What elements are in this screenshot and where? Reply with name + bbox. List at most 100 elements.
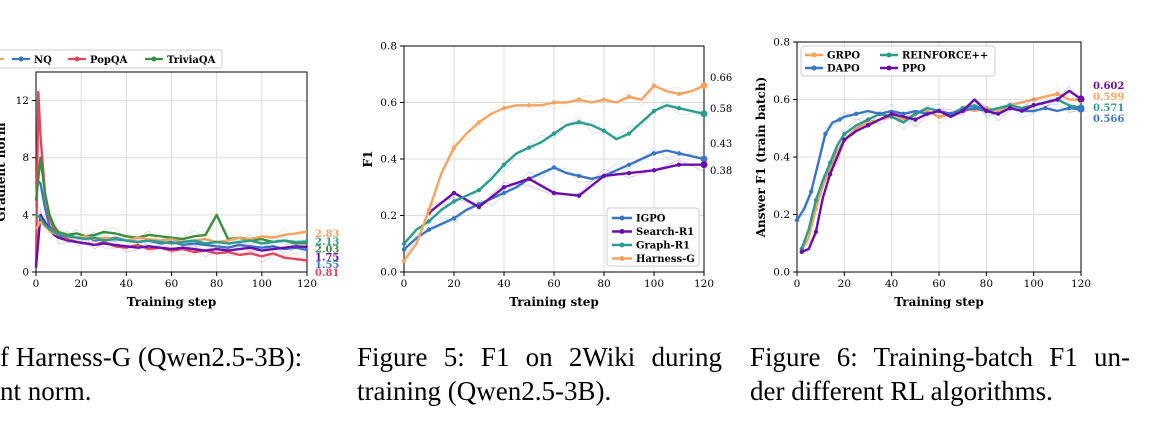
data-point-harness-g	[401, 258, 407, 263]
x-tick-label: 20	[74, 278, 87, 290]
caption-figure-6: Figure 6: Training-batch F1 un- der diff…	[750, 340, 1130, 408]
data-point-graph-r1	[551, 131, 557, 136]
data-point-dapo	[837, 117, 842, 122]
data-point-ppo	[865, 123, 871, 128]
chart-panel-3: 0 20 40 60 80 100 120 0.0 0.2 0.4 0.6 0.8 Training s…	[754, 37, 1124, 310]
caption-figure-5-line-2: training (Qwen2.5-3B).	[357, 376, 612, 406]
series-line-teal	[35, 213, 308, 245]
end-value-label: 0.571	[1093, 103, 1124, 114]
caption-figure-4-line-2: nt norm.	[0, 376, 92, 406]
data-point-search-r1	[451, 190, 457, 196]
data-point-igpo	[576, 173, 582, 179]
data-point-ppo	[936, 108, 942, 114]
data-point-igpo	[501, 190, 507, 196]
end-value-label: 2.83	[315, 229, 339, 240]
legend-marker-dapo	[811, 65, 817, 71]
data-point-graph-r1	[626, 131, 632, 136]
end-marker-dapo	[1077, 105, 1085, 113]
caption-figure-6-line-1: Figure 6: Training-batch F1 un-	[750, 342, 1130, 372]
data-point-graph-r1	[501, 162, 507, 167]
x-tick-label: 80	[597, 278, 610, 290]
end-value-label: 0.602	[1093, 81, 1124, 92]
y-axis-label: Gradient norm	[0, 122, 8, 221]
end-value-label: 0.599	[1093, 92, 1124, 103]
raw-trace-teal	[35, 215, 308, 249]
legend: IGPO Search-R1 Graph-R1 Harness-G	[606, 207, 700, 267]
legend-marker-search-r1	[619, 229, 625, 234]
end-value-label: 0.81	[315, 268, 339, 279]
x-tick-label: 0	[794, 278, 801, 290]
x-tick-label: 40	[885, 278, 898, 290]
data-point-dapo	[1066, 105, 1072, 111]
data-point-ppo	[1055, 97, 1060, 102]
data-point-ppo	[889, 111, 894, 117]
raw-trace-harness-g	[403, 85, 705, 259]
data-point-dapo	[901, 111, 906, 117]
y-axis-label: Answer F1 (train batch)	[754, 77, 768, 239]
x-tick-label: 80	[210, 278, 223, 290]
chart-panel-2: 0 20 40 60 80 100 120 0.0 0.2 0.4 0.6 0.8 Training s…	[361, 41, 732, 310]
end-value-label: 0.66	[710, 73, 732, 84]
end-value-label: 0.58	[710, 104, 732, 115]
data-point-ppo	[1031, 103, 1036, 108]
data-point-reinforce-	[827, 160, 833, 165]
legend-label-dapo: DAPO	[827, 64, 860, 75]
x-axis-label: Training step	[509, 295, 599, 309]
data-point-graph-r1	[476, 187, 482, 193]
caption-figure-5-line-1: Figure 5: F1 on 2Wiki during	[357, 342, 722, 372]
data-point-igpo	[426, 227, 432, 232]
end-value-label: 0.38	[710, 166, 732, 177]
data-point-dapo	[853, 111, 859, 117]
end-value-label: 1.55	[315, 260, 339, 271]
legend-label-search-r1: Search-R1	[636, 227, 694, 238]
y-tick-label: 0.0	[380, 267, 397, 279]
data-point-ppo	[827, 172, 833, 177]
legend-label-triviaqa: TriviaQA	[167, 55, 216, 66]
data-point-dapo	[1043, 105, 1048, 111]
x-tick-label: 20	[838, 278, 851, 290]
end-value-label: 2.03	[315, 245, 339, 256]
data-point-igpo	[626, 162, 632, 167]
series-line-dapo	[795, 106, 1082, 221]
legend-marker-ppo	[886, 65, 892, 71]
y-tick-label: 0.4	[773, 152, 790, 164]
data-point-harness-g	[526, 103, 532, 108]
end-marker-igpo	[700, 155, 708, 163]
data-point-ppo	[1007, 105, 1013, 111]
data-point-ppo	[984, 108, 989, 114]
y-tick-label: 0.8	[773, 37, 790, 49]
data-point-graph-r1	[526, 145, 532, 150]
series-line-triviaqa	[34, 156, 308, 245]
legend-label-grpo: GRPO	[827, 51, 860, 62]
series-line-grpo	[800, 92, 1082, 250]
data-point-graph-r1	[651, 108, 657, 114]
data-point-search-r1	[651, 168, 657, 173]
y-tick-label: 0.4	[380, 154, 397, 166]
data-point-grpo	[936, 114, 942, 119]
data-point-harness-g	[676, 91, 682, 97]
series-line-ppo	[801, 89, 1082, 254]
data-point-harness-g	[501, 105, 507, 111]
data-point-dapo	[823, 131, 828, 137]
data-point-dapo	[877, 111, 883, 117]
data-point-igpo	[651, 151, 657, 156]
x-tick-label: 0	[401, 278, 408, 290]
legend-marker-triviaqa	[151, 56, 157, 62]
end-marker-search-r1	[700, 161, 708, 169]
x-tick-label: 120	[694, 278, 714, 290]
data-point-reinforce-	[865, 117, 871, 122]
data-point-ppo	[799, 249, 804, 255]
data-point-graph-r1	[451, 199, 457, 204]
data-point-reinforce-	[813, 197, 819, 203]
legend-marker-grpo	[811, 52, 817, 58]
chart-panel-1: 0 20 40 60 80 100 120 0 4 8 12 Training step Gradien…	[0, 49, 339, 309]
x-tick-label: 0	[33, 278, 40, 290]
data-point-search-r1	[576, 193, 582, 198]
x-tick-label: 100	[644, 278, 664, 290]
y-tick-label: 0.6	[773, 94, 790, 106]
y-tick-label: 0	[22, 267, 29, 279]
legend-marker-igpo	[619, 215, 625, 221]
x-tick-label: 40	[497, 278, 510, 290]
legend-label-harness-g: Harness-G	[636, 254, 695, 265]
